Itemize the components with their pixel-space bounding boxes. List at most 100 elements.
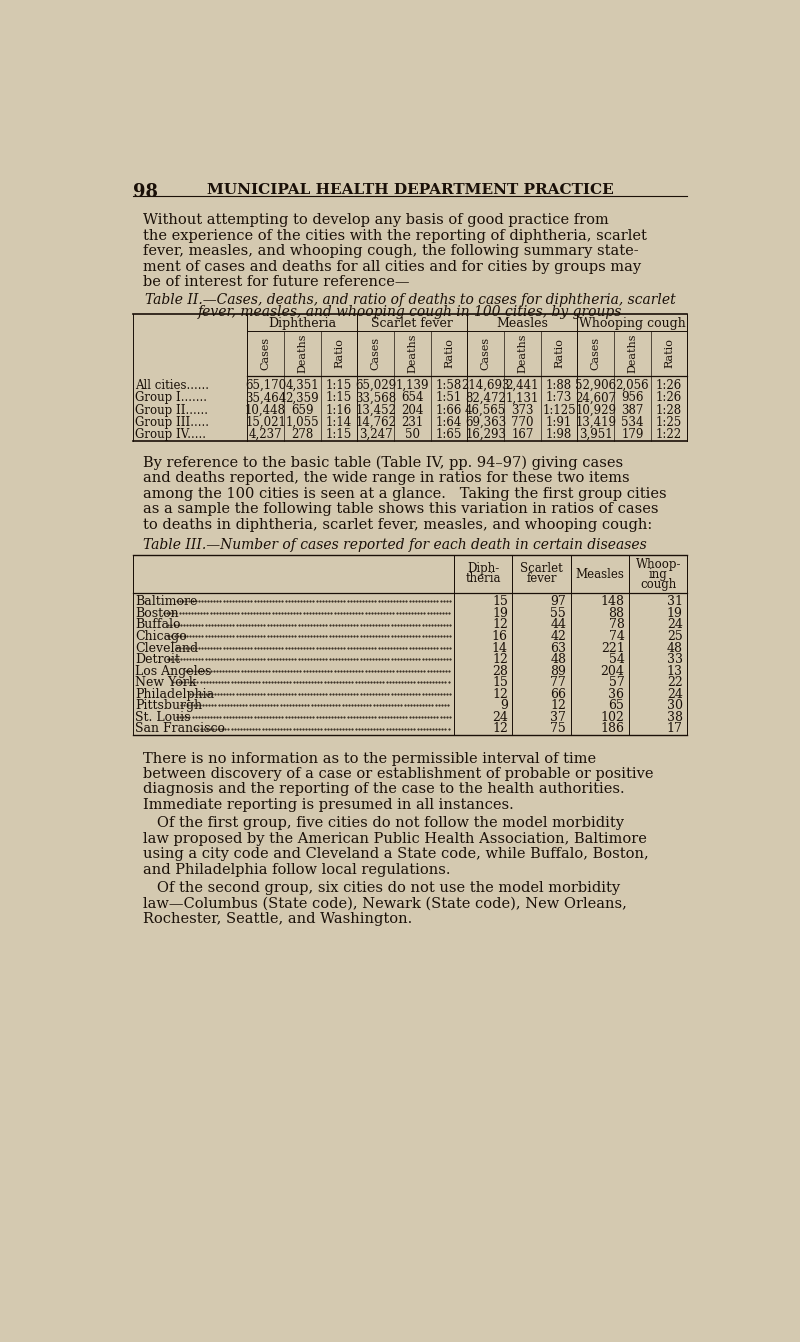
Text: 24: 24 — [667, 619, 683, 632]
Text: Deaths: Deaths — [407, 334, 418, 373]
Text: 770: 770 — [511, 416, 534, 429]
Text: Group IV.....: Group IV..... — [135, 428, 206, 442]
Text: 1:15: 1:15 — [326, 428, 352, 442]
Text: San Francisco: San Francisco — [135, 722, 225, 735]
Text: 179: 179 — [622, 428, 644, 442]
Text: 98: 98 — [133, 183, 158, 200]
Text: 3,247: 3,247 — [359, 428, 393, 442]
Text: the experience of the cities with the reporting of diphtheria, scarlet: the experience of the cities with the re… — [142, 228, 646, 243]
Text: Of the first group, five cities do not follow the model morbidity: Of the first group, five cities do not f… — [142, 816, 624, 831]
Text: Cases: Cases — [370, 337, 381, 370]
Text: 75: 75 — [550, 722, 566, 735]
Text: Ratio: Ratio — [554, 338, 564, 369]
Text: 28: 28 — [492, 664, 508, 678]
Text: 2,441: 2,441 — [506, 378, 539, 392]
Text: 1:26: 1:26 — [656, 378, 682, 392]
Text: Group II......: Group II...... — [135, 404, 208, 416]
Text: 1:51: 1:51 — [436, 392, 462, 404]
Text: 1:28: 1:28 — [656, 404, 682, 416]
Text: Deaths: Deaths — [298, 334, 307, 373]
Text: Deaths: Deaths — [627, 334, 638, 373]
Text: 48: 48 — [667, 641, 683, 655]
Text: 16,293: 16,293 — [465, 428, 506, 442]
Text: 78: 78 — [609, 619, 625, 632]
Text: 1:58: 1:58 — [436, 378, 462, 392]
Text: 4,351: 4,351 — [286, 378, 319, 392]
Text: 148: 148 — [601, 596, 625, 608]
Text: 19: 19 — [492, 607, 508, 620]
Text: as a sample the following table shows this variation in ratios of cases: as a sample the following table shows th… — [142, 502, 658, 517]
Text: fever, measles, and whooping cough, the following summary state-: fever, measles, and whooping cough, the … — [142, 244, 638, 258]
Text: 13: 13 — [667, 664, 683, 678]
Text: Chicago: Chicago — [135, 629, 186, 643]
Text: ment of cases and deaths for all cities and for cities by groups may: ment of cases and deaths for all cities … — [142, 259, 641, 274]
Text: 654: 654 — [401, 392, 423, 404]
Text: 13,419: 13,419 — [575, 416, 616, 429]
Text: 52,906: 52,906 — [575, 378, 616, 392]
Text: 12: 12 — [492, 619, 508, 632]
Text: Pittsburgh: Pittsburgh — [135, 699, 202, 713]
Text: 1:125: 1:125 — [542, 404, 576, 416]
Text: 1:15: 1:15 — [326, 378, 352, 392]
Text: New York: New York — [135, 676, 196, 690]
Text: 214,693: 214,693 — [462, 378, 510, 392]
Text: 387: 387 — [622, 404, 644, 416]
Text: to deaths in diphtheria, scarlet fever, measles, and whooping cough:: to deaths in diphtheria, scarlet fever, … — [142, 518, 652, 531]
Text: Without attempting to develop any basis of good practice from: Without attempting to develop any basis … — [142, 213, 608, 227]
Text: 37: 37 — [550, 711, 566, 723]
Text: 24,607: 24,607 — [575, 392, 616, 404]
Text: Cases: Cases — [261, 337, 270, 370]
Text: 63: 63 — [550, 641, 566, 655]
Text: Table II.—Cases, deaths, and ratio of deaths to cases for diphtheria, scarlet: Table II.—Cases, deaths, and ratio of de… — [145, 294, 675, 307]
Text: and deaths reported, the wide range in ratios for these two items: and deaths reported, the wide range in r… — [142, 471, 630, 486]
Text: be of interest for future reference—: be of interest for future reference— — [142, 275, 409, 289]
Text: 1,139: 1,139 — [395, 378, 429, 392]
Text: diagnosis and the reporting of the case to the health authorities.: diagnosis and the reporting of the case … — [142, 782, 624, 796]
Text: 65: 65 — [609, 699, 625, 713]
Text: 12: 12 — [492, 722, 508, 735]
Text: 44: 44 — [550, 619, 566, 632]
Text: 16: 16 — [492, 629, 508, 643]
Text: 22: 22 — [667, 676, 683, 690]
Text: 25: 25 — [667, 629, 683, 643]
Text: ing: ing — [649, 568, 668, 581]
Text: 221: 221 — [601, 641, 625, 655]
Text: 2,359: 2,359 — [286, 392, 319, 404]
Text: Immediate reporting is presumed in all instances.: Immediate reporting is presumed in all i… — [142, 798, 514, 812]
Text: 1:22: 1:22 — [656, 428, 682, 442]
Text: Measles: Measles — [497, 317, 548, 330]
Text: 33,568: 33,568 — [355, 392, 396, 404]
Text: Scarlet fever: Scarlet fever — [371, 317, 454, 330]
Text: Ratio: Ratio — [334, 338, 344, 369]
Text: 1,055: 1,055 — [286, 416, 319, 429]
Text: 956: 956 — [621, 392, 644, 404]
Text: Detroit: Detroit — [135, 654, 180, 666]
Text: 1:98: 1:98 — [546, 428, 572, 442]
Text: 50: 50 — [405, 428, 420, 442]
Text: Deaths: Deaths — [518, 334, 527, 373]
Text: Philadelphia: Philadelphia — [135, 687, 214, 701]
Text: Table III.—Number of cases reported for each death in certain diseases: Table III.—Number of cases reported for … — [142, 538, 646, 552]
Text: Cases: Cases — [590, 337, 601, 370]
Text: Group I.......: Group I....... — [135, 392, 207, 404]
Text: 15,021: 15,021 — [245, 416, 286, 429]
Text: 55: 55 — [550, 607, 566, 620]
Text: 14: 14 — [492, 641, 508, 655]
Text: 1:66: 1:66 — [436, 404, 462, 416]
Text: 1:88: 1:88 — [546, 378, 572, 392]
Text: Group III.....: Group III..... — [135, 416, 209, 429]
Text: 15: 15 — [492, 596, 508, 608]
Text: Diphtheria: Diphtheria — [268, 317, 336, 330]
Text: Whooping cough: Whooping cough — [579, 317, 686, 330]
Text: 97: 97 — [550, 596, 566, 608]
Text: 69,363: 69,363 — [465, 416, 506, 429]
Text: fever, measles, and whooping cough in 100 cities, by groups: fever, measles, and whooping cough in 10… — [198, 305, 622, 319]
Text: 30: 30 — [667, 699, 683, 713]
Text: 19: 19 — [667, 607, 683, 620]
Text: 24: 24 — [492, 711, 508, 723]
Text: Diph-: Diph- — [467, 562, 499, 576]
Text: By reference to the basic table (Table IV, pp. 94–97) giving cases: By reference to the basic table (Table I… — [142, 456, 622, 470]
Text: 2,056: 2,056 — [616, 378, 650, 392]
Text: 1:65: 1:65 — [436, 428, 462, 442]
Text: between discovery of a case or establishment of probable or positive: between discovery of a case or establish… — [142, 768, 653, 781]
